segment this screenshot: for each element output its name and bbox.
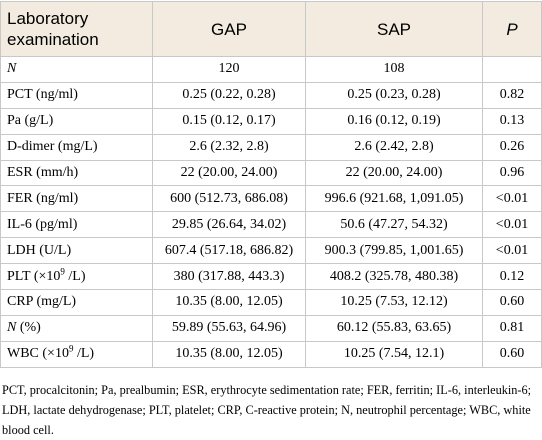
table-row: N (%) 59.89 (55.63, 64.96) 60.12 (55.83, 6… (0, 314, 542, 342)
table-cell: 29.85 (26.64, 34.02) (152, 211, 306, 239)
row-label: D-dimer (mg/L) (0, 133, 153, 161)
text-segment: GAP (211, 19, 247, 39)
row-label: WBC (×109 /L) (0, 340, 153, 368)
header-row: Laboratory examination GAP SAP P (0, 1, 542, 57)
column-header: Laboratory examination (0, 1, 153, 57)
table-row: D-dimer (mg/L) 2.6 (2.32, 2.8) 2.6 (2.42, … (0, 133, 542, 161)
table-cell: 600 (512.73, 686.08) (152, 185, 306, 213)
text-segment: ESR (mm/h) (7, 165, 79, 180)
table-cell: 2.6 (2.32, 2.8) (152, 133, 306, 161)
table-row: FER (ng/ml) 600 (512.73, 686.08) 996.6 (92… (0, 185, 542, 213)
table-cell: 0.16 (0.12, 0.19) (305, 107, 483, 135)
text-segment: IL-6 (pg/ml) (7, 216, 78, 232)
table-cell: 0.26 (482, 133, 542, 161)
table-cell: 0.82 (482, 81, 542, 109)
text-segment: N (7, 320, 17, 336)
table-cell: 2.6 (2.42, 2.8) (305, 133, 483, 161)
text-segment: WBC (×10 (7, 346, 69, 362)
table-cell: 60.12 (55.83, 63.65) (305, 314, 483, 342)
table-cell: 0.96 (482, 159, 542, 187)
table-cell: 120 (152, 56, 306, 83)
table-row: IL-6 (pg/ml) 29.85 (26.64, 34.02) 50.6 (47… (0, 211, 542, 239)
table-cell: 900.3 (799.85, 1,001.65) (305, 237, 483, 265)
text-segment: P (506, 19, 518, 39)
text-segment: Pa (g/L) (7, 113, 54, 129)
table-row: CRP (mg/L) 10.35 (8.00, 12.05) 10.25 (7.53… (0, 289, 542, 316)
text-segment: CRP (mg/L) (7, 294, 77, 310)
row-label: CRP (mg/L) (0, 289, 153, 316)
footnote: PCT, procalcitonin; Pa, prealbumin; ESR,… (2, 382, 532, 437)
table-cell: 996.6 (921.68, 1,091.05) (305, 185, 483, 213)
table-cell: 0.25 (0.23, 0.28) (305, 81, 483, 109)
table-cell: 50.6 (47.27, 54.32) (305, 211, 483, 239)
text-segment: SAP (376, 19, 412, 39)
table-cell: 0.60 (482, 340, 542, 368)
row-label: N (0, 56, 153, 83)
table-cell: 0.60 (482, 289, 542, 316)
row-label: Pa (g/L) (0, 107, 153, 135)
row-label: LDH (U/L) (0, 237, 153, 265)
table-cell: <0.01 (482, 211, 542, 239)
row-label: PCT (ng/ml) (0, 81, 153, 109)
table-cell: 408.2 (325.78, 480.38) (305, 263, 483, 291)
column-header: GAP (152, 1, 306, 57)
table-cell: 380 (317.88, 443.3) (152, 263, 306, 291)
table-cell: 108 (305, 56, 483, 83)
row-label: PLT (×109 /L) (0, 263, 153, 291)
text-segment: (%) (16, 320, 41, 336)
table-cell (482, 56, 542, 83)
table-cell: 607.4 (517.18, 686.82) (152, 237, 306, 265)
table-cell: 10.35 (8.00, 12.05) (152, 289, 306, 316)
table-body: N 120 108 PCT (ng/ml) 0.25 (0.22, 0.28) 0.25 … (0, 56, 542, 368)
table-cell: 10.25 (7.53, 12.12) (305, 289, 483, 316)
column-header: P (482, 1, 542, 57)
data-table: Laboratory examination GAP SAP P N 120 108 PCT… (0, 1, 542, 368)
text-segment: D-dimer (mg/L) (7, 139, 98, 155)
table-cell: 0.15 (0.12, 0.17) (152, 107, 306, 135)
table-cell: 0.81 (482, 314, 542, 342)
column-header: SAP (305, 1, 483, 57)
table-cell: 10.25 (7.54, 12.1) (305, 340, 483, 368)
table-cell: 22 (20.00, 24.00) (305, 159, 483, 187)
table-row: ESR (mm/h) 22 (20.00, 24.00) 22 (20.00, 24… (0, 159, 542, 187)
table-row: LDH (U/L) 607.4 (517.18, 686.82) 900.3 (79… (0, 237, 542, 265)
table-row: WBC (×109 /L) 10.35 (8.00, 12.05) 10.25 (7… (0, 340, 542, 368)
table-cell: 0.13 (482, 107, 542, 135)
text-segment: LDH (U/L) (7, 242, 72, 258)
table-row: PCT (ng/ml) 0.25 (0.22, 0.28) 0.25 (0.23, … (0, 81, 542, 109)
table-cell: 0.25 (0.22, 0.28) (152, 81, 306, 109)
table-cell: 10.35 (8.00, 12.05) (152, 340, 306, 368)
table-row: Pa (g/L) 0.15 (0.12, 0.17) 0.16 (0.12, 0.1… (0, 107, 542, 135)
row-label: FER (ng/ml) (0, 185, 153, 213)
text-segment: PCT (ng/ml) (7, 87, 78, 103)
row-label: ESR (mm/h) (0, 159, 153, 187)
table-cell: 59.89 (55.63, 64.96) (152, 314, 306, 342)
text-segment: N (7, 61, 17, 77)
table-row: PLT (×109 /L) 380 (317.88, 443.3) 408.2 (3… (0, 263, 542, 291)
table-cell: 22 (20.00, 24.00) (152, 159, 306, 187)
row-label: IL-6 (pg/ml) (0, 211, 153, 239)
text-segment: /L) (73, 346, 95, 362)
text-segment: 9 (60, 265, 65, 276)
text-segment: /L) (64, 268, 86, 284)
text-segment: FER (ng/ml) (7, 190, 79, 206)
text-segment: Laboratory examination (7, 9, 99, 49)
table-cell: <0.01 (482, 185, 542, 213)
table-cell: <0.01 (482, 237, 542, 265)
table-cell: 0.12 (482, 263, 542, 291)
text-segment: PLT (×10 (7, 268, 61, 284)
row-label: N (%) (0, 314, 153, 342)
text-segment: 9 (68, 343, 74, 354)
table-row: N 120 108 (0, 56, 542, 83)
